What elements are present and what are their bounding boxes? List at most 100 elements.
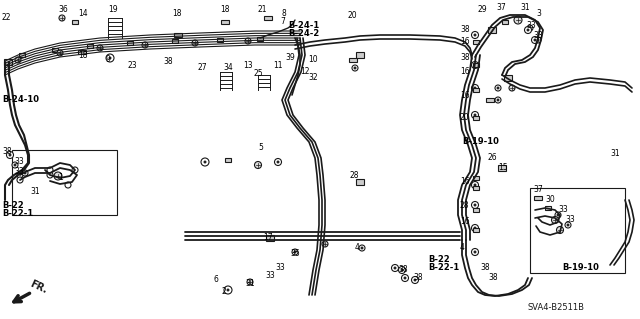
Text: FR.: FR. xyxy=(28,279,49,295)
Circle shape xyxy=(495,85,501,91)
Text: 17: 17 xyxy=(263,234,273,242)
Circle shape xyxy=(15,57,21,63)
Text: 8: 8 xyxy=(282,10,287,19)
Circle shape xyxy=(474,87,476,89)
Circle shape xyxy=(399,266,406,273)
Circle shape xyxy=(412,277,419,284)
Bar xyxy=(174,33,182,37)
Circle shape xyxy=(472,112,479,118)
Circle shape xyxy=(247,279,253,285)
Bar xyxy=(79,49,86,55)
Bar xyxy=(225,158,231,162)
Text: 38: 38 xyxy=(460,26,470,34)
Text: 11: 11 xyxy=(273,61,282,70)
Text: 3: 3 xyxy=(536,9,541,18)
Text: B-24-2: B-24-2 xyxy=(288,29,319,39)
Text: 38: 38 xyxy=(488,273,498,283)
Text: 32: 32 xyxy=(308,73,317,83)
Circle shape xyxy=(557,226,563,234)
Bar xyxy=(473,40,479,44)
Circle shape xyxy=(227,289,229,291)
Circle shape xyxy=(514,16,522,24)
Text: 26: 26 xyxy=(488,153,498,162)
Text: 19: 19 xyxy=(108,5,118,14)
Circle shape xyxy=(525,26,531,33)
Text: 37: 37 xyxy=(533,186,543,195)
Text: 1: 1 xyxy=(58,174,63,182)
Bar xyxy=(72,20,78,24)
Text: 27: 27 xyxy=(198,63,207,71)
Text: B-19-10: B-19-10 xyxy=(462,137,499,146)
Text: 30: 30 xyxy=(545,196,555,204)
Text: 35: 35 xyxy=(290,249,300,257)
Circle shape xyxy=(12,162,18,168)
Circle shape xyxy=(401,275,408,281)
Text: 18: 18 xyxy=(220,5,230,14)
Circle shape xyxy=(57,50,63,56)
Text: 31: 31 xyxy=(245,278,255,287)
Bar xyxy=(486,98,493,102)
Text: 22: 22 xyxy=(2,13,12,23)
Bar xyxy=(266,235,274,241)
Text: 33: 33 xyxy=(526,21,536,31)
Circle shape xyxy=(245,38,251,44)
Text: 20: 20 xyxy=(460,114,470,122)
Text: 34: 34 xyxy=(223,63,233,72)
Text: B-24-1: B-24-1 xyxy=(288,21,319,31)
Text: 16: 16 xyxy=(460,177,470,187)
Text: 38: 38 xyxy=(2,147,12,157)
Circle shape xyxy=(24,172,26,174)
Bar xyxy=(221,19,228,24)
Circle shape xyxy=(352,65,358,71)
Circle shape xyxy=(22,170,28,176)
Circle shape xyxy=(401,269,403,271)
Text: 37: 37 xyxy=(496,4,506,12)
Circle shape xyxy=(17,172,23,178)
Bar xyxy=(356,179,364,185)
Circle shape xyxy=(557,214,559,216)
Circle shape xyxy=(109,57,111,59)
Text: 38: 38 xyxy=(480,263,490,272)
Bar xyxy=(52,48,58,52)
Text: B-22-1: B-22-1 xyxy=(2,209,33,218)
Circle shape xyxy=(59,15,65,21)
Text: 31: 31 xyxy=(520,4,530,12)
Text: B-22-1: B-22-1 xyxy=(428,263,460,272)
Circle shape xyxy=(555,212,561,218)
Text: 4: 4 xyxy=(460,243,465,253)
Circle shape xyxy=(359,245,365,251)
Text: 23: 23 xyxy=(128,61,138,70)
Bar xyxy=(545,206,551,210)
Text: 12: 12 xyxy=(300,68,310,77)
Text: B-24-10: B-24-10 xyxy=(2,95,39,105)
Bar xyxy=(19,53,25,57)
Text: 28: 28 xyxy=(460,201,470,210)
Circle shape xyxy=(474,251,476,253)
Text: 33: 33 xyxy=(265,271,275,280)
Circle shape xyxy=(527,25,533,31)
Circle shape xyxy=(224,286,232,294)
Text: 36: 36 xyxy=(58,5,68,14)
Text: 38: 38 xyxy=(398,265,408,275)
Text: 10: 10 xyxy=(308,56,317,64)
Bar xyxy=(349,58,356,63)
Circle shape xyxy=(201,158,209,166)
Text: 18: 18 xyxy=(78,50,88,60)
Text: 31: 31 xyxy=(30,188,40,197)
Text: 28: 28 xyxy=(350,170,360,180)
Text: 9: 9 xyxy=(105,56,110,64)
Text: 16: 16 xyxy=(460,218,470,226)
Bar xyxy=(473,88,479,92)
Circle shape xyxy=(361,247,364,249)
Text: 16: 16 xyxy=(460,68,470,77)
Bar xyxy=(473,208,479,212)
Circle shape xyxy=(404,277,406,279)
Circle shape xyxy=(394,267,396,269)
Circle shape xyxy=(292,249,298,255)
Text: 16: 16 xyxy=(460,91,470,100)
Circle shape xyxy=(47,167,53,173)
Text: 38: 38 xyxy=(163,57,173,66)
Circle shape xyxy=(472,225,479,232)
Text: 6: 6 xyxy=(213,276,218,285)
Bar xyxy=(172,39,178,43)
